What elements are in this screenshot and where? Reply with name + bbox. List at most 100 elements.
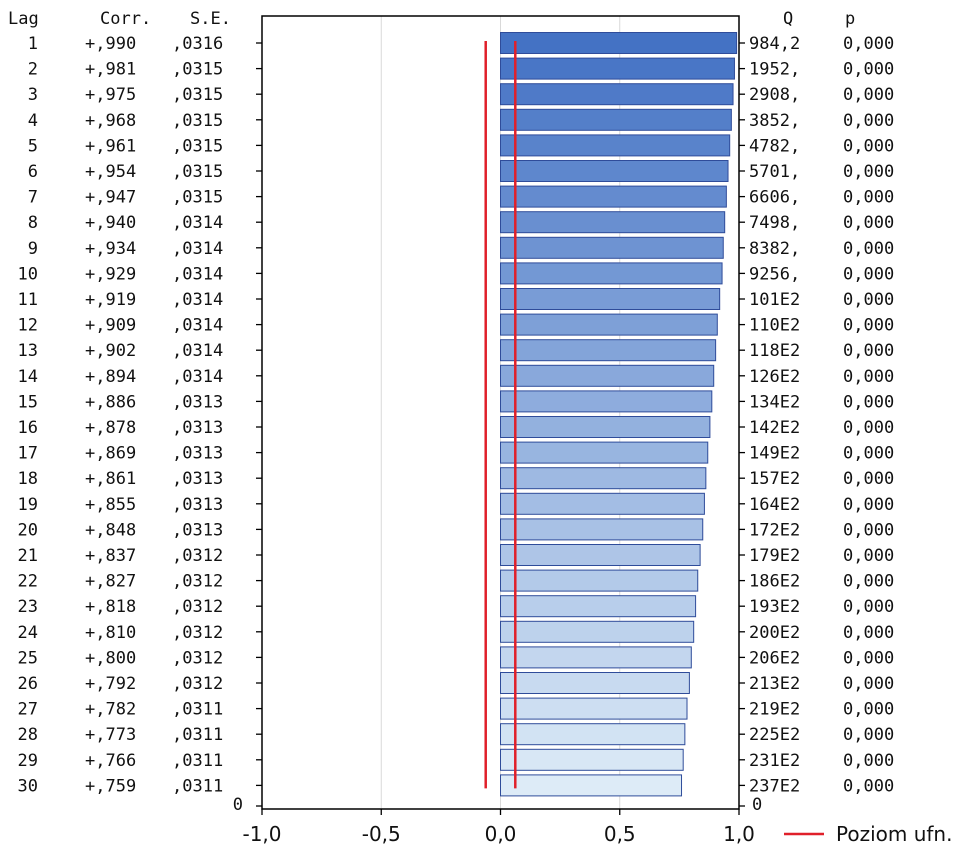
se-label: ,0315 — [172, 188, 223, 208]
header-q: Q — [783, 9, 793, 29]
bar-lag-25 — [500, 646, 692, 669]
x-tick-label: -1,0 — [242, 822, 281, 846]
lag-label: 15 — [18, 392, 38, 412]
corr-label: +,894 — [85, 367, 136, 387]
corr-label: +,934 — [85, 239, 136, 259]
bar-lag-18 — [500, 467, 707, 490]
header-lag: Lag — [8, 9, 39, 29]
corr-label: +,886 — [85, 392, 136, 412]
p-label: 0,000 — [843, 60, 894, 80]
lag-label: 25 — [18, 648, 38, 668]
bar-lag-15 — [500, 390, 713, 413]
p-label: 0,000 — [843, 418, 894, 438]
x-axis: -1,0 -0,5 0,0 0,5 1,0 — [242, 809, 755, 846]
lag-label: 23 — [18, 597, 38, 617]
lag-label: 22 — [18, 572, 38, 592]
se-label: ,0312 — [172, 597, 223, 617]
lag-label: 1 — [28, 34, 38, 54]
lag-label: 14 — [18, 367, 38, 387]
lag-label: 12 — [18, 316, 38, 336]
p-label: 0,000 — [843, 648, 894, 668]
se-label: ,0315 — [172, 111, 223, 131]
se-label: ,0316 — [172, 34, 223, 54]
q-label: 110E2 — [749, 316, 800, 336]
se-label: ,0313 — [172, 444, 223, 464]
q-label: 8382, — [749, 239, 800, 259]
se-label: ,0311 — [172, 776, 223, 796]
corr-label: +,810 — [85, 623, 136, 643]
bar-lag-12 — [500, 313, 718, 336]
q-label: 213E2 — [749, 674, 800, 694]
p-label: 0,000 — [843, 341, 894, 361]
corr-label: +,968 — [85, 111, 136, 131]
lag-label: 24 — [18, 623, 38, 643]
bar-lag-3 — [500, 83, 734, 106]
lag-label: 21 — [18, 546, 38, 566]
q-label: 984,2 — [749, 34, 800, 54]
x-tick-label: 1,0 — [723, 822, 755, 846]
se-label: ,0314 — [172, 341, 223, 361]
se-label: ,0311 — [172, 725, 223, 745]
p-label: 0,000 — [843, 213, 894, 233]
bar-lag-5 — [500, 134, 731, 157]
p-label: 0,000 — [843, 776, 894, 796]
q-label: 164E2 — [749, 495, 800, 515]
bar-lag-28 — [500, 723, 686, 746]
lag-label: 27 — [18, 700, 38, 720]
p-label: 0,000 — [843, 162, 894, 182]
q-label: 6606, — [749, 188, 800, 208]
p-label: 0,000 — [843, 520, 894, 540]
bar-lag-14 — [500, 364, 715, 387]
bar-lag-26 — [500, 672, 690, 694]
se-label: ,0314 — [172, 264, 223, 284]
corr-label: +,919 — [85, 290, 136, 310]
corr-label: +,869 — [85, 444, 136, 464]
q-label: 5701, — [749, 162, 800, 182]
lag-label: 28 — [18, 725, 38, 745]
lag-label: 18 — [18, 469, 38, 489]
corr-label: +,902 — [85, 341, 136, 361]
se-label: ,0315 — [172, 85, 223, 105]
se-label: ,0315 — [172, 136, 223, 156]
legend-label: Poziom ufn. — [836, 822, 952, 846]
p-label: 0,000 — [843, 751, 894, 771]
header-se: S.E. — [190, 9, 231, 29]
zero-row-label-left: 0 — [233, 795, 243, 815]
q-label: 179E2 — [749, 546, 800, 566]
q-label: 219E2 — [749, 700, 800, 720]
corr-label: +,940 — [85, 213, 136, 233]
p-label: 0,000 — [843, 188, 894, 208]
q-label: 1952, — [749, 60, 800, 80]
q-label: 186E2 — [749, 572, 800, 592]
corr-label: +,855 — [85, 495, 136, 515]
lag-label: 29 — [18, 751, 38, 771]
bar-lag-19 — [500, 492, 705, 515]
se-label: ,0312 — [172, 623, 223, 643]
q-label: 4782, — [749, 136, 800, 156]
bar-lag-13 — [500, 339, 717, 362]
q-label: 157E2 — [749, 469, 800, 489]
se-label: ,0314 — [172, 367, 223, 387]
header-p: p — [845, 9, 855, 29]
p-label: 0,000 — [843, 444, 894, 464]
corr-label: +,759 — [85, 776, 136, 796]
p-label: 0,000 — [843, 392, 894, 412]
bar-lag-2 — [500, 57, 735, 80]
se-label: ,0312 — [172, 648, 223, 668]
p-label: 0,000 — [843, 572, 894, 592]
corr-label: +,909 — [85, 316, 136, 336]
bar-lag-23 — [500, 595, 697, 618]
lag-label: 6 — [28, 162, 38, 182]
corr-label: +,947 — [85, 188, 136, 208]
corr-label: +,773 — [85, 725, 136, 745]
p-label: 0,000 — [843, 85, 894, 105]
corr-label: +,954 — [85, 162, 136, 182]
lag-label: 13 — [18, 341, 38, 361]
se-label: ,0315 — [172, 162, 223, 182]
corr-label: +,961 — [85, 136, 136, 156]
p-label: 0,000 — [843, 239, 894, 259]
se-label: ,0314 — [172, 316, 223, 336]
se-label: ,0312 — [172, 674, 223, 694]
